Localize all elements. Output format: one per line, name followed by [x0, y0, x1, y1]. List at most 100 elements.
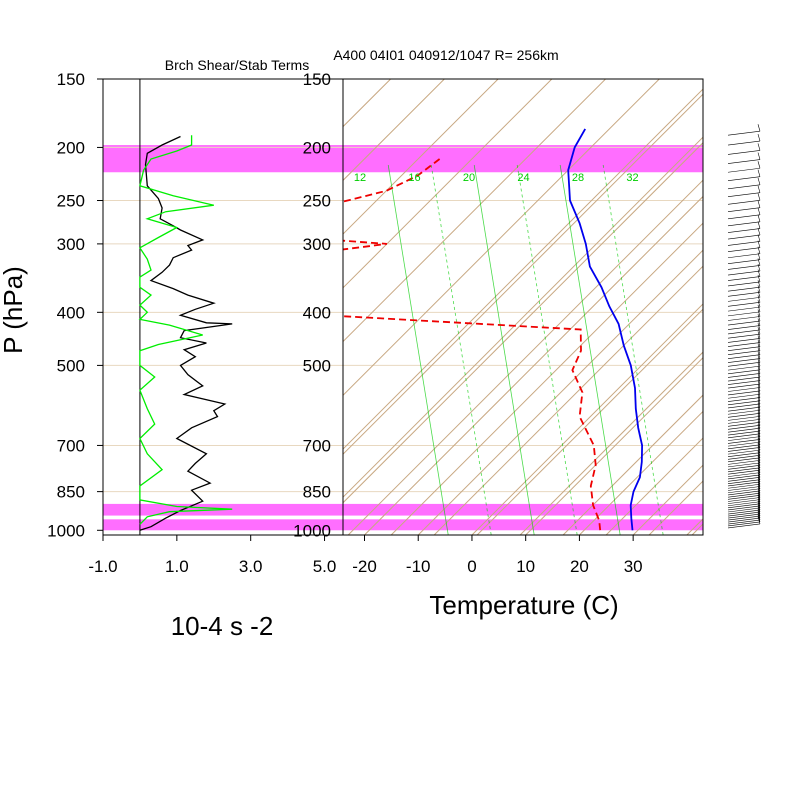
left-ytick-label-0: 150 [57, 70, 85, 89]
right-xtick-label-1: -10 [406, 557, 431, 576]
left-xtick-label-1: 1.0 [165, 557, 189, 576]
mixing-ratio-line-1 [430, 164, 492, 535]
wind-barb-feather [757, 483, 761, 492]
wind-barb [727, 427, 761, 433]
wind-barb-feather [757, 295, 761, 303]
wind-barb-feather [757, 490, 761, 498]
wind-barb-feather [757, 376, 761, 385]
wind-barb [727, 521, 761, 527]
wind-barb-feather [757, 470, 761, 478]
wind-barb [727, 430, 761, 436]
wind-barb [727, 523, 761, 529]
left-ytick-label-2: 250 [57, 192, 85, 211]
wind-barb-feather [757, 445, 761, 453]
wind-barb [727, 507, 761, 513]
wind-barb-feather [757, 415, 761, 423]
wind-barb [727, 452, 761, 458]
wind-barb-feather [757, 440, 761, 448]
wind-barb [727, 342, 761, 347]
left-ytick-label-7: 850 [57, 483, 85, 502]
adiabat-line [347, 179, 703, 535]
adiabat-line [390, 222, 703, 535]
right-ytick-label-7: 850 [303, 483, 331, 502]
wind-barb-feather [757, 214, 761, 222]
wind-barb [727, 447, 761, 452]
right-highlight-band-1 [343, 503, 703, 516]
isotherm-line [343, 79, 445, 182]
wind-barb [727, 329, 761, 335]
wind-barb-feather [757, 331, 761, 339]
wind-barb [727, 390, 761, 396]
wind-barb [727, 338, 761, 343]
wind-barb [727, 400, 761, 406]
wind-barb [727, 406, 761, 412]
wind-barb [727, 228, 761, 233]
wind-barb [727, 481, 761, 487]
wind-barb-feather [757, 327, 761, 335]
right-ytick-label-8: 1000 [293, 521, 331, 540]
wind-barb-feather [757, 463, 761, 471]
wind-barb [727, 511, 761, 517]
wind-barb-feather [757, 240, 761, 248]
wind-barb [727, 424, 761, 430]
wind-barb [727, 501, 761, 507]
wind-barb [727, 276, 761, 281]
wind-barb-feather [757, 366, 761, 374]
wind-barb [727, 397, 761, 402]
wind-barb [727, 253, 761, 259]
wind-barb-feather [757, 421, 761, 429]
wind-barb-feather [757, 509, 761, 517]
right-ytick-label-4: 400 [303, 303, 331, 322]
wind-barb-feather [757, 406, 761, 414]
wind-barb-feather [757, 450, 761, 458]
wind-barb [727, 192, 761, 197]
wind-barb-feather [757, 274, 761, 283]
wind-barb [727, 409, 761, 415]
wind-barb [727, 416, 761, 421]
wind-barb-feather [757, 479, 761, 487]
isotherm-line [417, 249, 703, 535]
wind-barb [727, 320, 761, 326]
isotherm-line [343, 88, 703, 450]
wind-barb [727, 460, 761, 465]
wind-barb-feather [757, 339, 761, 347]
wind-barb-feather [757, 169, 761, 177]
wind-barb [727, 234, 761, 240]
left-ytick-label-1: 200 [57, 138, 85, 157]
wind-barb-feather [757, 280, 761, 288]
wind-barb [727, 316, 761, 321]
isotherm-line [343, 79, 606, 343]
wind-barb [727, 393, 761, 399]
wind-barb-feather [757, 500, 761, 509]
wind-barb [727, 358, 761, 363]
wind-barb [727, 306, 761, 312]
wind-barb [727, 436, 761, 441]
wind-barb-feather [757, 285, 761, 293]
wind-barb [727, 515, 761, 521]
wind-barb-feather [757, 362, 761, 370]
wind-barb [727, 419, 761, 424]
wind-barb [727, 362, 761, 367]
wind-barb-feather [757, 200, 761, 208]
mixing-ratio-label-5: 32 [626, 172, 638, 184]
wind-barb [727, 474, 761, 480]
wind-barb [727, 486, 761, 491]
wind-barb-feather [757, 510, 761, 519]
wind-barb [727, 130, 761, 136]
wind-barb-feather [757, 412, 761, 420]
wind-barb-feather [757, 383, 761, 391]
wind-barb-feather [757, 418, 761, 426]
wind-barb [727, 383, 761, 389]
isotherm-line [794, 79, 800, 535]
left-panel-title: Brch Shear/Stab Terms [165, 57, 309, 73]
wind-barb [727, 439, 761, 444]
wind-barb [727, 369, 761, 375]
skewt-panel: 12 16 20 24 28 321502002503004005007008501000… [293, 70, 800, 576]
mixing-ratio-line-5 [602, 164, 664, 535]
wind-barb [727, 457, 761, 463]
wind-barb-feather [757, 516, 761, 524]
wind-barb-feather [757, 481, 761, 489]
left-highlight-band-0 [103, 145, 343, 173]
left-ytick-label-6: 700 [57, 436, 85, 455]
wind-barb [727, 455, 761, 460]
